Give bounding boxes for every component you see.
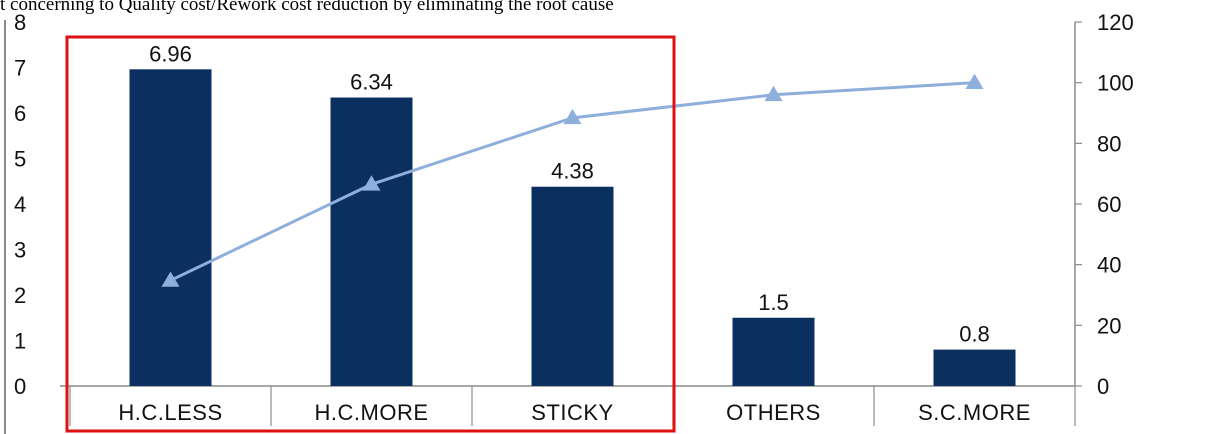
data-label: 6.34 <box>350 70 393 95</box>
cumulative-point-marker <box>563 108 582 125</box>
right-tick-label: 100 <box>1097 71 1134 96</box>
bar-others <box>732 317 815 386</box>
category-label: H.C.LESS <box>118 400 222 425</box>
left-tick-label: 3 <box>14 238 26 263</box>
right-tick-label: 60 <box>1097 192 1121 217</box>
data-label: 1.5 <box>758 290 789 315</box>
category-label: S.C.MORE <box>918 400 1031 425</box>
left-tick-label: 4 <box>14 192 26 217</box>
left-tick-label: 5 <box>14 147 26 172</box>
cumulative-point-marker <box>161 271 180 287</box>
cumulative-point-marker <box>965 73 984 89</box>
data-label: 4.38 <box>551 159 594 184</box>
category-label: H.C.MORE <box>315 400 429 425</box>
data-label: 6.96 <box>149 41 192 66</box>
bar-sticky <box>531 186 614 386</box>
highlight-box <box>65 35 676 433</box>
right-tick-label: 80 <box>1097 131 1121 156</box>
data-label: 0.8 <box>959 322 990 347</box>
bar-hcless <box>129 69 212 386</box>
left-tick-label: 2 <box>14 283 26 308</box>
page-title: t concerning to Quality cost/Rework cost… <box>0 0 614 15</box>
right-tick-label: 0 <box>1097 374 1109 399</box>
category-label: OTHERS <box>726 400 821 425</box>
right-tick-label: 120 <box>1097 10 1134 35</box>
cumulative-point-marker <box>764 85 783 102</box>
left-tick-label: 8 <box>14 10 26 35</box>
bar-scmore <box>933 349 1016 386</box>
cumulative-point-marker <box>362 175 381 191</box>
right-tick-label: 20 <box>1097 313 1121 338</box>
right-tick-label: 40 <box>1097 253 1121 278</box>
bar-hcmore <box>330 97 413 386</box>
left-tick-label: 1 <box>14 329 26 354</box>
left-tick-label: 7 <box>14 56 26 81</box>
category-label: STICKY <box>531 400 613 425</box>
left-tick-label: 0 <box>14 374 26 399</box>
left-tick-label: 6 <box>14 101 26 126</box>
